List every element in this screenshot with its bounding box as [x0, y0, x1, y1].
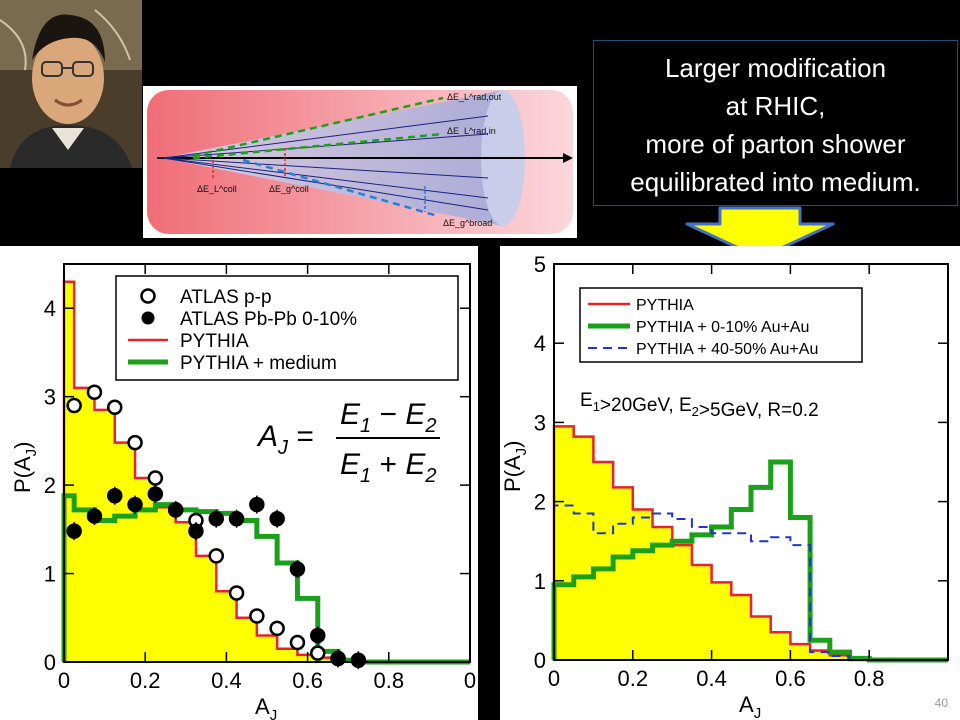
legend-label: ATLAS p-p: [180, 287, 272, 308]
callout-line-4: equilibrated into medium.: [630, 167, 921, 197]
label-coll-l: ΔE_L^coll: [197, 184, 237, 194]
legend-label: PYTHIA: [636, 297, 694, 314]
point-pp: [86, 384, 103, 400]
point-pbpb: [107, 487, 123, 504]
y-tick-label: 0: [534, 648, 546, 673]
x-tick-label: 0.6: [292, 668, 323, 693]
series-line-pythia: [552, 425, 948, 662]
cuts-annotation: E1>20GeV, E2>5GeV, R=0.2: [580, 390, 819, 421]
y-tick-label: 1: [44, 562, 56, 587]
chart-right-rhic: 0 1 2 3 4 5 0 0.2 0.4 0.6 0.8 AJ P(AJ) PYTHIA PYTHIA +…: [500, 246, 960, 720]
label-broad: ΔE_g^broad: [443, 218, 492, 228]
x-tick-label: 0.4: [696, 666, 727, 691]
point-pp: [289, 634, 306, 651]
point-pp: [249, 608, 265, 624]
point-pbpb: [167, 502, 184, 518]
legend-marker-pp: [140, 288, 156, 304]
page-number: 40: [934, 696, 948, 710]
series-fill-0: [554, 426, 948, 660]
formula-lhs: AJ =: [256, 420, 314, 459]
formula-numerator: E1 − E2: [340, 398, 436, 437]
legend-marker-pbpb: [141, 311, 155, 325]
x-axis-label: AJ: [739, 692, 761, 720]
speaker-photo: [0, 0, 142, 168]
legend-right: PYTHIA PYTHIA + 0-10% Au+Au PYTHIA + 40-50…: [579, 287, 863, 363]
y-axis-label: P(AJ): [10, 441, 40, 493]
label-coll-g: ΔE_g^coll: [269, 184, 309, 194]
callout-box: Larger modification at RHIC, more of par…: [593, 40, 958, 206]
y-tick-label: 2: [44, 473, 56, 498]
point-pp: [147, 470, 164, 486]
y-tick-label: 2: [534, 490, 546, 515]
legend-label: ATLAS Pb-Pb 0-10%: [180, 309, 357, 330]
point-pbpb: [350, 652, 367, 668]
plot-frame: [553, 263, 949, 661]
point-pp: [107, 399, 123, 416]
point-pbpb: [66, 523, 82, 539]
x-axis-label: AJ: [255, 694, 277, 720]
down-arrow-icon: [685, 206, 835, 260]
formula-aj: AJ = E1 − E2 E1 + E2: [256, 398, 440, 487]
x-tick-label: 0.6: [775, 666, 806, 691]
point-pp: [310, 645, 326, 661]
point-pp: [269, 620, 285, 637]
energy-loss-cone-diagram: ΔE_L^rad,out ΔE_L^rad,in ΔE_L^coll ΔE_g^…: [143, 86, 577, 238]
y-tick-label: 3: [44, 385, 56, 410]
y-tick-label: 1: [534, 569, 546, 594]
y-tick-label: 3: [534, 410, 546, 435]
x-tick-label: 0.8: [374, 668, 405, 693]
x-tick-label: 0.8: [854, 666, 885, 691]
label-rad-out: ΔE_L^rad,out: [447, 92, 502, 102]
callout-line-3: more of parton shower: [645, 129, 906, 159]
point-pp: [127, 434, 143, 451]
point-pp: [66, 397, 82, 414]
callout-line-2: at RHIC,: [725, 91, 826, 121]
point-pbpb: [127, 496, 143, 513]
legend-label: PYTHIA + medium: [180, 353, 337, 374]
point-pbpb: [249, 496, 265, 513]
point-pbpb: [269, 510, 285, 527]
label-rad-in: ΔE_L^rad,in: [447, 126, 496, 136]
point-pp: [208, 548, 224, 564]
point-pbpb: [330, 650, 346, 667]
point-pbpb: [86, 508, 103, 524]
point-pbpb: [147, 486, 164, 502]
series-fill-2: [64, 281, 470, 662]
legend-box: [115, 275, 459, 381]
x-tick-label: 0: [464, 668, 476, 693]
point-pbpb: [310, 627, 326, 644]
legend-label: PYTHIA + 0-10% Au+Au: [636, 319, 809, 336]
series-line-medium: [551, 459, 948, 663]
plot-frame: [63, 263, 471, 663]
point-pbpb: [188, 523, 204, 539]
y-tick-label: 5: [534, 252, 546, 277]
chart-left-atlas: 0 1 2 3 4 0 0.2 0.4 0.6 0.8 0 AJ P(AJ) ATLAS p-pATLAS…: [0, 246, 478, 720]
legend-label: PYTHIA + 40-50% Au+Au: [636, 341, 818, 358]
legend-label: PYTHIA: [180, 331, 249, 352]
x-tick-label: 0.2: [130, 668, 161, 693]
point-pp: [228, 585, 245, 601]
formula-denominator: E1 + E2: [340, 448, 436, 487]
x-tick-label: 0: [58, 668, 70, 693]
point-pbpb: [208, 510, 224, 527]
series-line-dashed: [553, 504, 948, 661]
y-tick-label: 4: [44, 296, 56, 321]
point-pbpb: [228, 510, 245, 527]
x-tick-label: 0: [548, 666, 560, 691]
x-tick-label: 0.2: [618, 666, 649, 691]
callout-line-1: Larger modification: [664, 53, 887, 83]
y-axis-label: P(AJ): [500, 440, 530, 492]
y-tick-label: 0: [44, 650, 56, 675]
x-tick-label: 0.4: [211, 668, 242, 693]
point-pbpb: [289, 561, 306, 577]
y-tick-label: 4: [534, 331, 546, 356]
